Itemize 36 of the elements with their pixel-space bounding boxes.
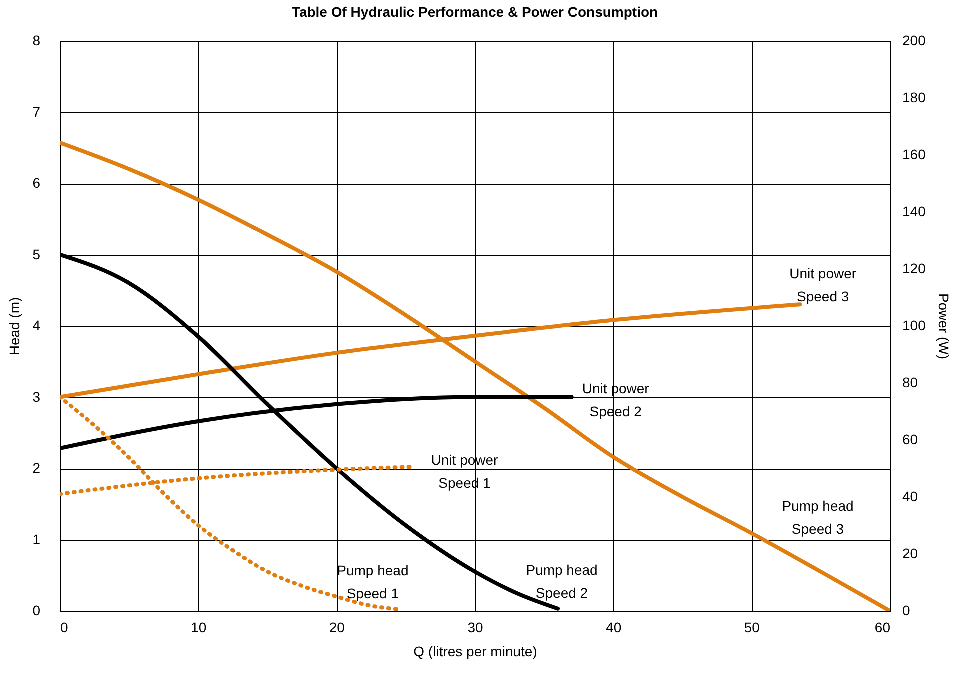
y2-tick-label: 120	[902, 260, 926, 276]
y-tick-label: 6	[32, 175, 41, 191]
x-tick-label: 60	[874, 620, 891, 636]
series-label: Unit power Speed 3	[790, 266, 857, 305]
y2-tick-label: 0	[902, 602, 910, 618]
y-tick-label: 2	[32, 460, 41, 476]
x-tick-label: 0	[60, 620, 68, 636]
y-tick-label: 0	[32, 602, 41, 618]
y2-tick-label: 80	[902, 374, 918, 390]
series-label: Pump head Speed 3	[782, 498, 854, 537]
line-series	[60, 140, 890, 611]
y2-tick-label: 60	[902, 432, 918, 448]
y2-tick-label: 180	[902, 90, 926, 106]
y2-tick-label: 140	[902, 204, 926, 220]
x-tick-label: 40	[606, 620, 622, 636]
y-tick-label: 7	[32, 104, 41, 120]
y-tick-label: 5	[32, 246, 41, 262]
x-tick-label: 30	[468, 620, 484, 636]
y2-tick-label: 40	[902, 488, 918, 504]
y2-axis-title: Power (W)	[936, 293, 952, 360]
y-tick-label: 8	[32, 32, 41, 48]
y2-tick-label: 100	[902, 318, 926, 334]
x-tick-label: 10	[191, 620, 207, 636]
y-tick-label: 4	[32, 318, 41, 334]
chart-title: Table Of Hydraulic Performance & Power Consumption	[292, 4, 658, 20]
series-label: Pump head Speed 1	[337, 562, 409, 602]
y-tick-label: 1	[32, 531, 41, 548]
x-tick-label: 20	[329, 620, 346, 636]
x-axis-title: Q (litres per minute)	[414, 644, 538, 660]
y-tick-label: 3	[32, 388, 41, 405]
x-tick-label: 50	[744, 620, 760, 636]
y2-tick-label: 160	[902, 146, 926, 162]
y-axis-title: Head (m)	[6, 297, 23, 356]
series-label: Pump head Speed 2	[526, 562, 598, 601]
y2-tick-label: 200	[902, 32, 926, 48]
y2-tick-label: 20	[902, 546, 918, 562]
